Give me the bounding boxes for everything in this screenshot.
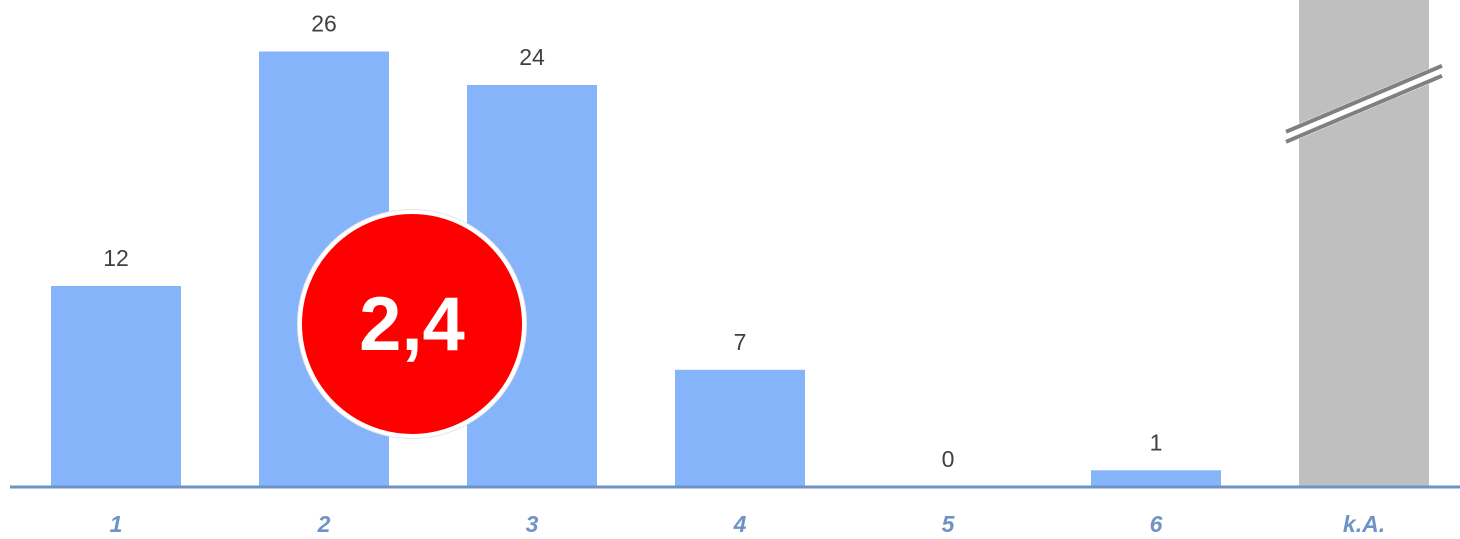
axis-break-stroke <box>1283 64 1445 144</box>
category-label: k.A. <box>1343 511 1385 537</box>
bar-1 <box>51 286 181 487</box>
bar-4 <box>675 369 805 488</box>
axis-break-icon <box>1283 63 1445 144</box>
category-label: 4 <box>733 511 747 537</box>
data-label: 7 <box>734 329 747 355</box>
data-label: 0 <box>942 446 955 472</box>
average-score-badge: 2,4 <box>298 210 526 438</box>
data-label: 26 <box>311 11 337 37</box>
bar-6 <box>1091 470 1221 488</box>
axis-break-stroke <box>1285 73 1443 144</box>
data-label: 24 <box>519 44 545 70</box>
axis-break-stroke <box>1285 63 1443 134</box>
category-label: 1 <box>110 511 123 537</box>
bar-kA <box>1299 0 1429 487</box>
category-label: 2 <box>317 511 331 537</box>
category-label: 6 <box>1150 511 1163 537</box>
category-label: 3 <box>526 511 539 537</box>
data-label: 1 <box>1150 429 1163 455</box>
average-score-value: 2,4 <box>359 281 465 367</box>
category-label: 5 <box>942 511 956 537</box>
data-label: 12 <box>103 245 129 271</box>
